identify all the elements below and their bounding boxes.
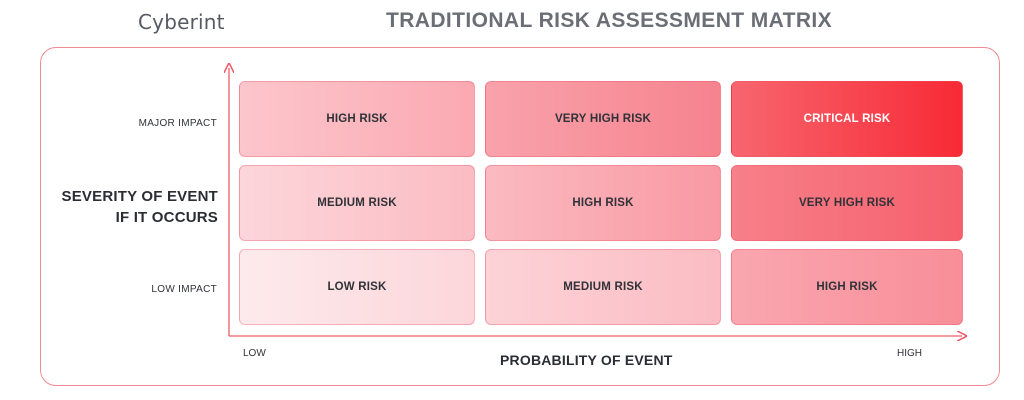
cell-major-high: CRITICAL RISK (731, 81, 963, 157)
matrix-frame (40, 47, 1000, 386)
y-axis-title-line1: SEVERITY OF EVENT (61, 188, 218, 205)
cell-medium-high: VERY HIGH RISK (731, 165, 963, 241)
x-axis-title: PROBABILITY OF EVENT (500, 352, 673, 368)
cell-major-low: HIGH RISK (239, 81, 475, 157)
cell-low-high: HIGH RISK (731, 249, 963, 325)
x-axis-low-label: LOW (243, 348, 266, 359)
x-axis-high-label: HIGH (897, 348, 922, 359)
cell-low-low: LOW RISK (239, 249, 475, 325)
row-label-major: MAJOR IMPACT (138, 118, 217, 129)
cell-low-medium: MEDIUM RISK (485, 249, 721, 325)
y-axis-title-line2: IF IT OCCURS (115, 209, 218, 226)
row-label-low: LOW IMPACT (151, 284, 217, 295)
cell-major-medium: VERY HIGH RISK (485, 81, 721, 157)
brand-logo: Cyberint (138, 10, 225, 34)
cell-medium-low: MEDIUM RISK (239, 165, 475, 241)
y-axis-title: SEVERITY OF EVENT IF IT OCCURS (40, 186, 218, 228)
page-title: TRADITIONAL RISK ASSESSMENT MATRIX (386, 9, 833, 32)
cell-medium-medium: HIGH RISK (485, 165, 721, 241)
